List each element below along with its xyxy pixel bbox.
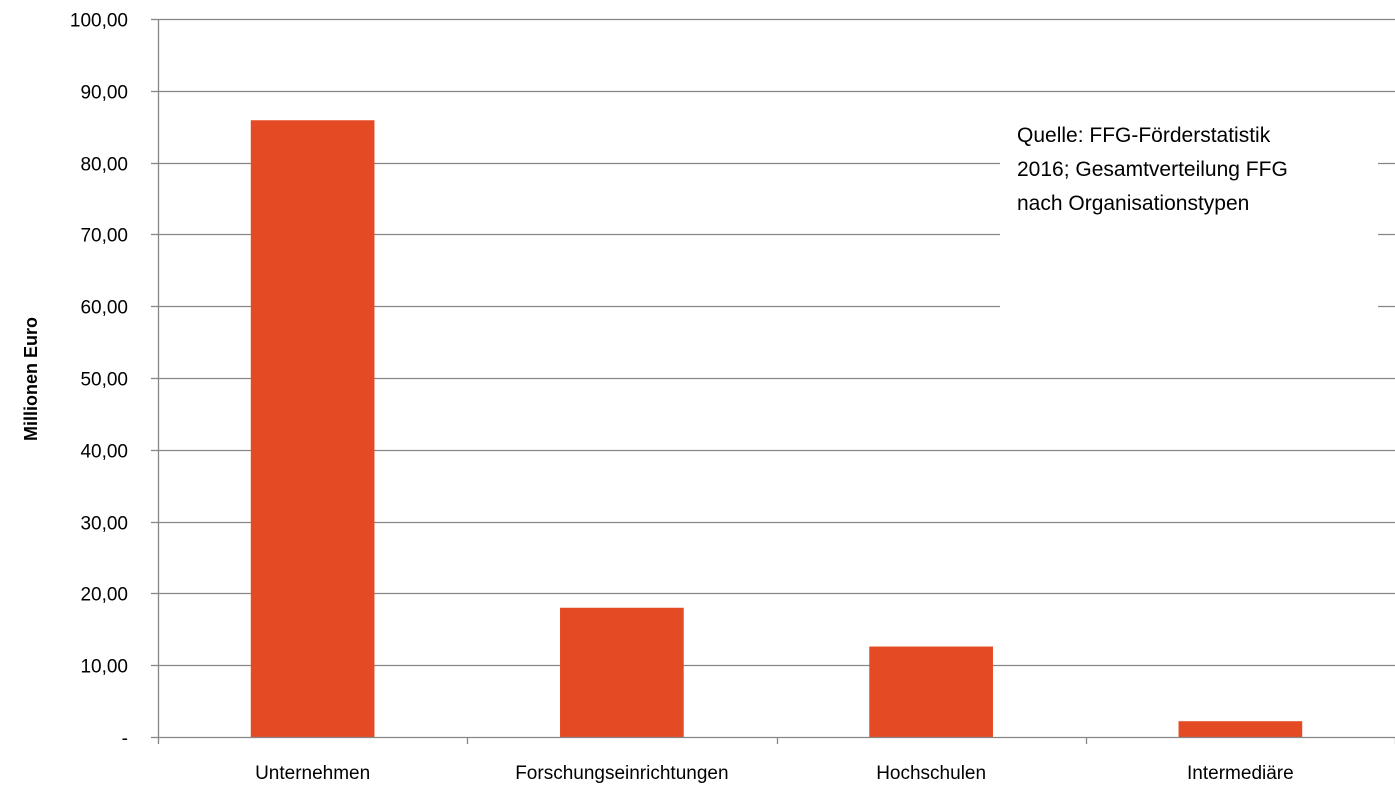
axes	[151, 18, 1395, 744]
y-axis-title: Millionen Euro	[21, 317, 41, 441]
y-tick-label: 20,00	[80, 585, 128, 606]
bars	[250, 120, 1303, 738]
y-tick-label: 70,00	[80, 226, 128, 247]
source-note-line: Quelle: FFG-Förderstatistik	[1017, 124, 1271, 147]
y-tick-label: 100,00	[70, 11, 128, 32]
y-tick-label: 60,00	[80, 298, 128, 319]
source-note-line: 2016; Gesamtverteilung FFG	[1017, 158, 1288, 181]
y-tick-label: 80,00	[80, 155, 128, 176]
y-tick-labels: - 10,00 20,00 30,00 40,00 50,00 60,00 70,00 80,0…	[70, 11, 128, 750]
x-category-label: Hochschulen	[876, 763, 986, 784]
x-category-label: Forschungseinrichtungen	[515, 763, 728, 784]
x-category-label: Intermediäre	[1187, 763, 1294, 784]
y-tick-label: 30,00	[80, 514, 128, 535]
source-note-background	[1000, 104, 1378, 320]
bar	[250, 120, 375, 738]
bar	[1178, 721, 1303, 737]
y-tick-label: 40,00	[80, 442, 128, 463]
source-note: Quelle: FFG-Förderstatistik 2016; Gesamt…	[1017, 124, 1294, 215]
bar	[560, 607, 684, 737]
y-tick-label: 10,00	[80, 657, 128, 678]
x-category-label: Unternehmen	[255, 763, 370, 784]
source-note-line: nach Organisationstypen	[1017, 192, 1249, 215]
y-tick-label: 90,00	[80, 83, 128, 104]
x-category-labels: Unternehmen Forschungseinrichtungen Hochsc…	[255, 763, 1294, 784]
bar	[869, 646, 993, 737]
y-tick-label: -	[122, 729, 128, 750]
y-tick-label: 50,00	[80, 370, 128, 391]
